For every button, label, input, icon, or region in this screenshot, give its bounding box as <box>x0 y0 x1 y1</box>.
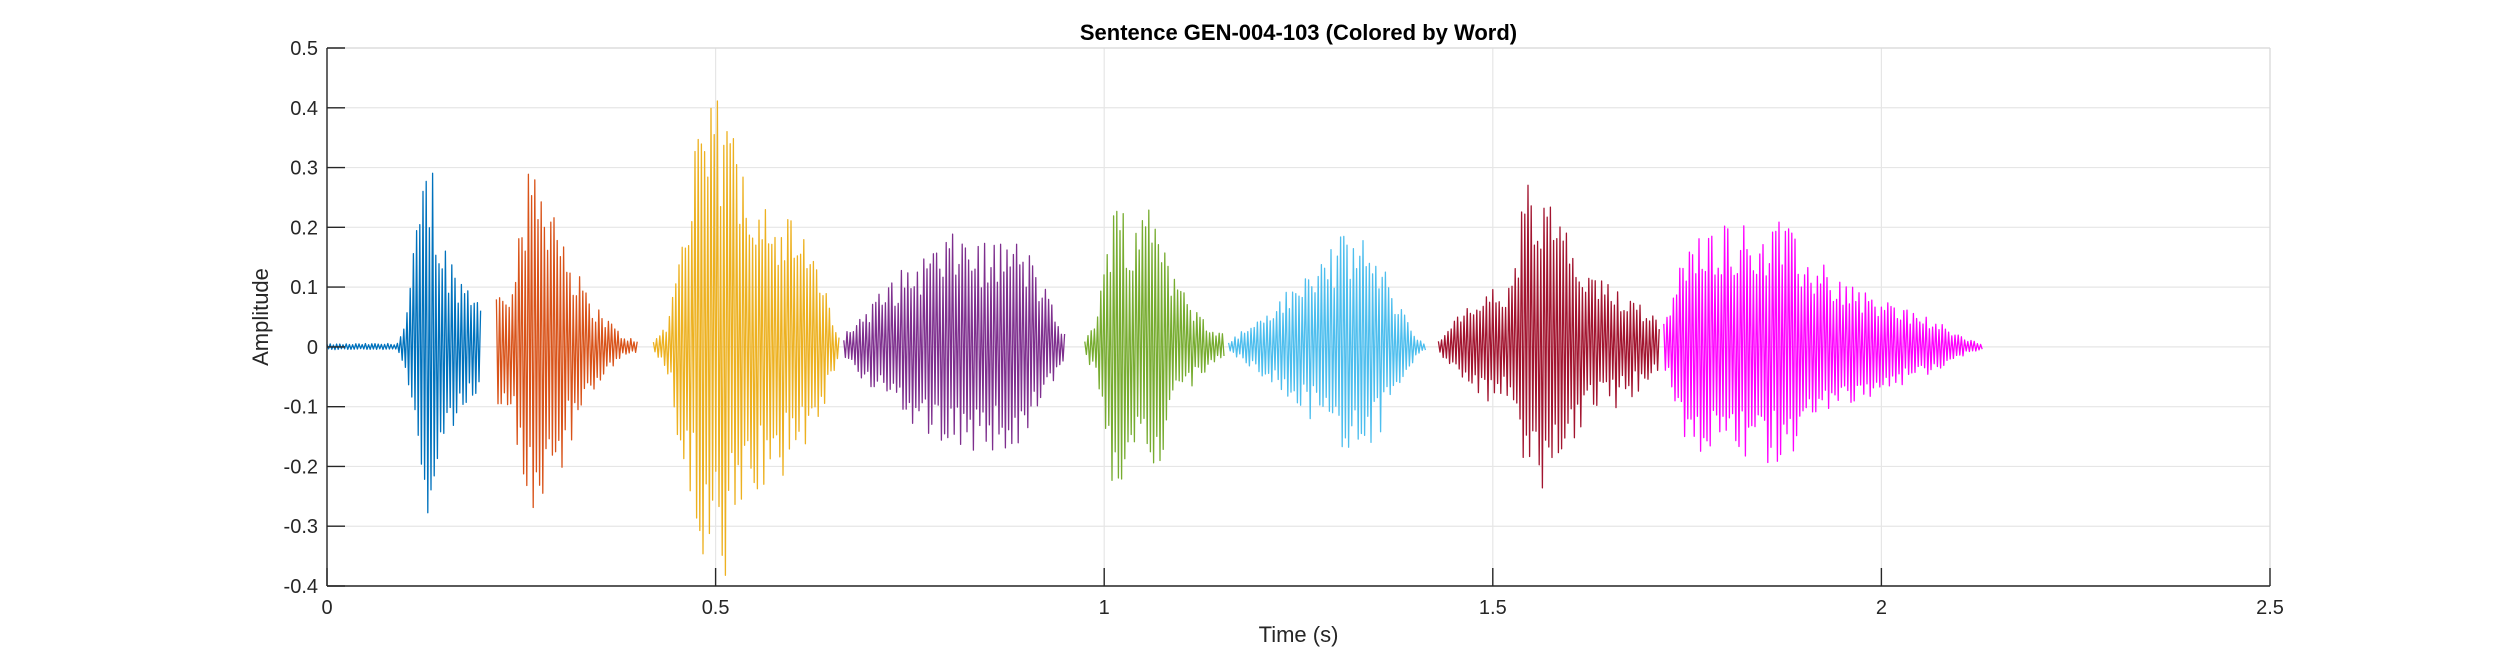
y-tick-label: -0.4 <box>284 576 318 598</box>
waveform-series-group <box>326 100 1983 576</box>
y-tick-label: -0.1 <box>284 397 318 419</box>
x-tick-label: 2 <box>1876 597 1887 619</box>
y-tick-label: 0.5 <box>290 38 318 60</box>
y-tick-label: 0.4 <box>290 98 318 120</box>
axes <box>326 47 2271 587</box>
waveform-word-1 <box>326 172 482 514</box>
x-tick-label: 1.5 <box>1479 597 1507 619</box>
y-tick-label: 0.2 <box>290 217 318 239</box>
x-axis-title: Time (s) <box>1259 622 1339 647</box>
waveform-word-4 <box>843 233 1066 451</box>
x-tick-label: 2.5 <box>2256 597 2284 619</box>
y-tick-label: 0 <box>307 337 318 359</box>
x-tick-label: 0.5 <box>702 597 730 619</box>
waveform-word-5 <box>1084 209 1225 482</box>
y-axis-title: Amplitude <box>248 268 273 366</box>
y-tick-label: -0.2 <box>284 456 318 478</box>
chart-title: Sentence GEN-004-103 (Colored by Word) <box>1080 20 1517 45</box>
waveform-word-6 <box>1227 235 1427 448</box>
waveform-word-3 <box>652 100 840 576</box>
y-tick-label: 0.1 <box>290 277 318 299</box>
y-tick-label: 0.3 <box>290 158 318 180</box>
x-tick-label: 0 <box>321 597 332 619</box>
waveform-word-8 <box>1663 221 1983 464</box>
x-tick-label: 1 <box>1099 597 1110 619</box>
tick-labels: 0 0.5 1 1.5 2 2.5 -0.4 -0.3 -0.2 -0.1 0 0.1 0.2 0.3 0.… <box>284 38 2284 619</box>
y-tick-label: -0.3 <box>284 516 318 538</box>
waveform-word-2 <box>495 173 638 509</box>
waveform-word-7 <box>1437 184 1660 489</box>
